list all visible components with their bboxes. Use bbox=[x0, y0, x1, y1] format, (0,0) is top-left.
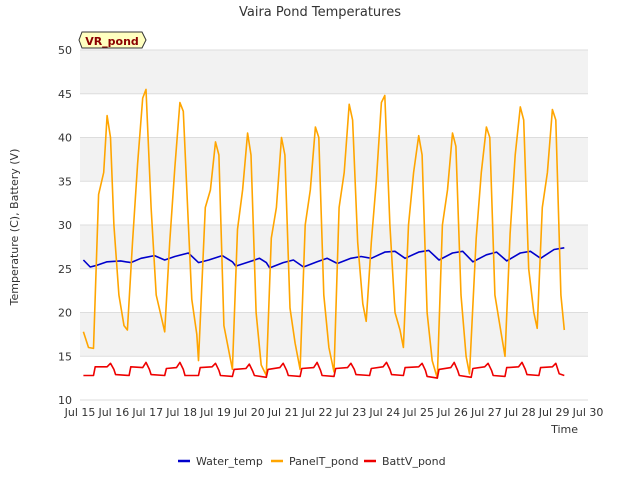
y-tick-label: 15 bbox=[58, 350, 72, 363]
chart-title: Vaira Pond Temperatures bbox=[239, 5, 401, 20]
x-tick-labels: Jul 15 Jul 16 Jul 17 Jul 18 Jul 19 Jul 20 Jul … bbox=[64, 406, 604, 419]
x-tick-label: Jul 26 bbox=[436, 406, 468, 419]
x-tick-label: Jul 16 bbox=[97, 406, 129, 419]
y-tick-label: 35 bbox=[58, 175, 72, 188]
series-layer bbox=[82, 88, 566, 379]
x-tick-label: Jul 28 bbox=[504, 406, 536, 419]
y-tick-label: 30 bbox=[58, 219, 72, 232]
y-tick-label: 50 bbox=[58, 44, 72, 57]
legend-label: PanelT_pond bbox=[289, 455, 359, 468]
plot-band bbox=[80, 137, 588, 182]
badge-box bbox=[78, 31, 147, 49]
series-line-water-temp bbox=[82, 247, 565, 269]
y-axis-label: Temperature (C), Battery (V) bbox=[8, 149, 21, 307]
x-tick-label: Jul 29 bbox=[538, 406, 570, 419]
legend-label: Water_temp bbox=[196, 455, 263, 468]
x-tick-label: Jul 30 bbox=[572, 406, 604, 419]
series-line-battv-pond bbox=[83, 361, 565, 379]
legend-label: BattV_pond bbox=[382, 455, 446, 468]
x-tick-label: Jul 27 bbox=[470, 406, 502, 419]
series-line-panelt-pond bbox=[82, 88, 566, 379]
x-tick-label: Jul 18 bbox=[165, 406, 197, 419]
x-tick-label: Jul 25 bbox=[402, 406, 434, 419]
y-tick-label: 45 bbox=[58, 88, 72, 101]
y-tick-label: 20 bbox=[58, 307, 72, 320]
y-tick-label: 10 bbox=[58, 394, 72, 407]
x-tick-label: Jul 17 bbox=[131, 406, 163, 419]
legend: Water_temp PanelT_pond BattV_pond bbox=[178, 455, 446, 468]
plot-band bbox=[80, 50, 588, 94]
x-axis-label: Time bbox=[550, 423, 578, 436]
x-tick-label: Jul 24 bbox=[368, 406, 400, 419]
x-tick-label: Jul 23 bbox=[335, 406, 367, 419]
y-tick-labels: 10 15 20 25 30 35 40 45 50 bbox=[58, 44, 72, 407]
y-tick-label: 40 bbox=[58, 132, 72, 145]
x-tick-label: Jul 20 bbox=[233, 406, 265, 419]
x-tick-label: Jul 15 bbox=[64, 406, 96, 419]
badge-label: VR_pond bbox=[85, 35, 139, 48]
y-tick-label: 25 bbox=[58, 263, 72, 276]
x-tick-label: Jul 19 bbox=[199, 406, 231, 419]
badge: VR_pond bbox=[78, 31, 147, 49]
x-tick-label: Jul 22 bbox=[301, 406, 333, 419]
x-tick-label: Jul 21 bbox=[267, 406, 299, 419]
